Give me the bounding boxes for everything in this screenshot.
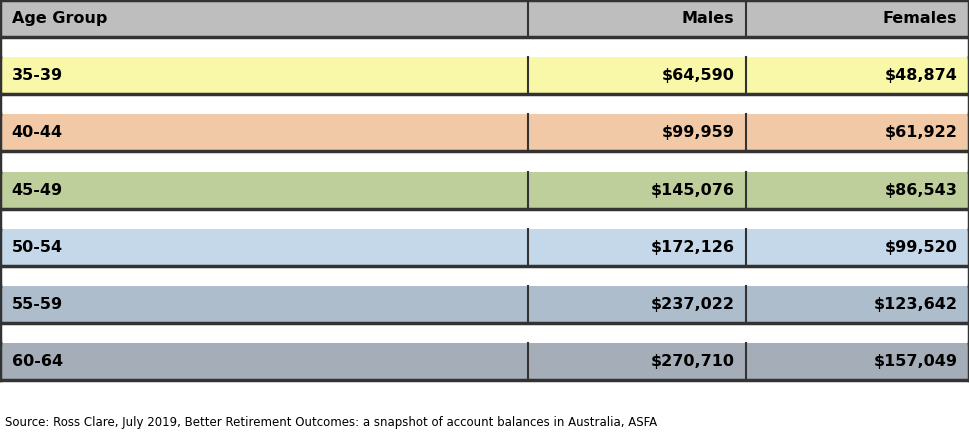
Bar xyxy=(0,229,969,266)
Bar xyxy=(0,57,969,94)
Text: $157,049: $157,049 xyxy=(873,354,957,369)
Bar xyxy=(0,209,969,229)
Bar xyxy=(0,151,969,172)
Text: 35-39: 35-39 xyxy=(12,68,63,83)
Text: Source: Ross Clare, July 2019, Better Retirement Outcomes: a snapshot of account: Source: Ross Clare, July 2019, Better Re… xyxy=(5,416,657,429)
Text: Age Group: Age Group xyxy=(12,11,107,26)
Text: $237,022: $237,022 xyxy=(650,297,735,312)
Text: $86,543: $86,543 xyxy=(885,183,957,198)
Bar xyxy=(0,37,969,57)
Bar xyxy=(0,114,969,151)
Text: $123,642: $123,642 xyxy=(873,297,957,312)
Text: Males: Males xyxy=(682,11,735,26)
Text: $48,874: $48,874 xyxy=(885,68,957,83)
Text: $172,126: $172,126 xyxy=(650,240,735,255)
Bar xyxy=(0,172,969,209)
Text: 40-44: 40-44 xyxy=(12,125,63,140)
Bar xyxy=(0,0,969,37)
Text: $99,959: $99,959 xyxy=(662,125,735,140)
Text: $61,922: $61,922 xyxy=(885,125,957,140)
Bar xyxy=(0,94,969,114)
Text: $99,520: $99,520 xyxy=(885,240,957,255)
Text: $64,590: $64,590 xyxy=(662,68,735,83)
Text: $270,710: $270,710 xyxy=(650,354,735,369)
Bar xyxy=(0,323,969,343)
Text: 55-59: 55-59 xyxy=(12,297,63,312)
Bar xyxy=(0,343,969,380)
Bar xyxy=(0,286,969,323)
Text: 45-49: 45-49 xyxy=(12,183,63,198)
Text: 60-64: 60-64 xyxy=(12,354,63,369)
Bar xyxy=(0,266,969,286)
Text: 50-54: 50-54 xyxy=(12,240,63,255)
Text: Females: Females xyxy=(883,11,957,26)
Text: $145,076: $145,076 xyxy=(650,183,735,198)
